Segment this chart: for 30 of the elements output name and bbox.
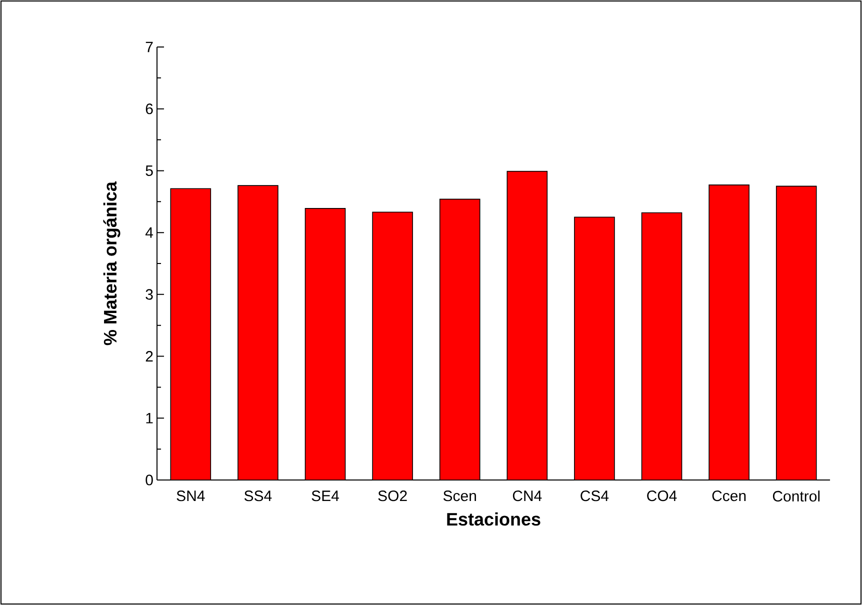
y-tick-label: 2 xyxy=(146,351,153,362)
bar xyxy=(506,170,548,480)
y-tick-label: 1 xyxy=(146,412,153,424)
bar xyxy=(574,216,615,480)
bar xyxy=(641,212,682,480)
x-tick-label: Control xyxy=(772,490,820,502)
x-tick-label: Scen xyxy=(443,490,476,502)
x-tick-label: SO2 xyxy=(378,490,407,502)
y-tick-label: 0 xyxy=(146,474,153,486)
x-tick-label: CO4 xyxy=(647,490,677,502)
y-tick-label: 3 xyxy=(146,289,153,300)
y-tick-label: 6 xyxy=(146,104,153,114)
bar xyxy=(304,208,346,480)
bar xyxy=(238,185,278,480)
x-tick-label: CN4 xyxy=(512,490,542,502)
y-tick-label: 5 xyxy=(146,165,153,176)
x-tick-label: CS4 xyxy=(580,490,609,502)
bar xyxy=(170,188,212,480)
x-tick-label: SN4 xyxy=(176,490,205,502)
x-tick-label: SE4 xyxy=(312,490,339,502)
x-axis-title: Estaciones xyxy=(447,512,540,526)
bar xyxy=(776,186,817,480)
y-axis-title: % Materia orgánica xyxy=(103,181,120,346)
bar xyxy=(708,184,750,480)
y-tick-label: 4 xyxy=(145,227,154,238)
x-tick-label: Ccen xyxy=(712,490,746,502)
y-tick-label: 7 xyxy=(146,42,153,52)
x-tick-label: SS4 xyxy=(244,490,272,502)
bar xyxy=(372,212,413,480)
bar xyxy=(439,198,480,480)
